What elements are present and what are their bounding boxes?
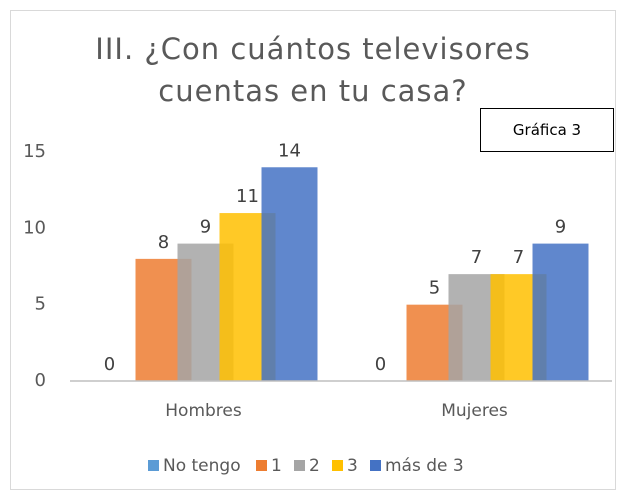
legend-swatch bbox=[256, 460, 267, 471]
y-tick-label: 15 bbox=[23, 141, 46, 162]
data-label: 5 bbox=[429, 278, 440, 299]
bar bbox=[532, 243, 589, 381]
y-tick-label: 5 bbox=[35, 294, 46, 315]
legend-label: No tengo bbox=[163, 456, 241, 476]
chart-title: III. ¿Con cuántos televisores cuentas en… bbox=[95, 32, 531, 108]
data-label: 8 bbox=[158, 232, 169, 253]
data-label: 14 bbox=[278, 140, 301, 161]
legend-label: 1 bbox=[271, 456, 282, 476]
legend-label: 2 bbox=[309, 456, 320, 476]
data-label: 0 bbox=[104, 354, 115, 375]
data-label: 9 bbox=[200, 217, 211, 238]
legend-label: 3 bbox=[347, 456, 358, 476]
bar bbox=[261, 167, 318, 381]
data-label: 9 bbox=[555, 217, 566, 238]
annotation: Gráfica 3 bbox=[480, 108, 614, 152]
data-label: 0 bbox=[375, 354, 386, 375]
legend-swatch bbox=[332, 460, 343, 471]
data-label: 7 bbox=[513, 247, 524, 268]
legend-swatch bbox=[370, 460, 381, 471]
y-tick-label: 0 bbox=[35, 370, 46, 391]
data-label: 7 bbox=[471, 247, 482, 268]
legend-swatch bbox=[294, 460, 305, 471]
legend-swatch bbox=[148, 460, 159, 471]
y-tick-label: 10 bbox=[23, 217, 46, 238]
data-label: 11 bbox=[236, 186, 259, 207]
legend-label: más de 3 bbox=[385, 456, 464, 476]
x-tick-label: Mujeres bbox=[441, 401, 508, 421]
x-tick-label: Hombres bbox=[165, 401, 242, 421]
